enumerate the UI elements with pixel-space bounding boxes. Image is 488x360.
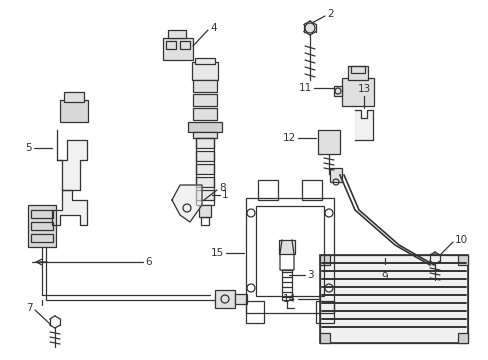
Bar xyxy=(195,58,215,64)
Text: 12: 12 xyxy=(282,133,295,143)
Bar xyxy=(192,62,218,80)
Bar xyxy=(245,301,264,323)
Bar xyxy=(457,255,467,265)
Bar xyxy=(201,217,208,225)
Circle shape xyxy=(305,23,314,33)
Bar xyxy=(279,240,294,254)
Bar xyxy=(302,180,321,200)
Bar xyxy=(193,94,217,106)
Bar xyxy=(347,66,367,80)
Bar xyxy=(215,290,235,308)
Bar xyxy=(235,294,246,304)
Bar xyxy=(333,86,341,96)
Bar xyxy=(329,168,341,182)
Bar xyxy=(196,138,214,205)
Bar xyxy=(350,66,364,73)
Bar xyxy=(319,255,467,343)
Bar xyxy=(245,198,333,313)
Bar xyxy=(457,333,467,343)
Bar xyxy=(31,222,53,230)
Polygon shape xyxy=(52,190,87,225)
Bar xyxy=(319,255,329,265)
Bar xyxy=(196,164,214,174)
Text: 10: 10 xyxy=(454,235,467,245)
Polygon shape xyxy=(354,110,372,140)
Bar xyxy=(196,177,214,187)
Text: 8: 8 xyxy=(219,183,225,193)
Bar xyxy=(193,108,217,120)
Bar xyxy=(31,210,53,218)
Text: 7: 7 xyxy=(26,303,33,313)
Bar xyxy=(427,260,441,272)
Bar xyxy=(319,333,329,343)
Text: 5: 5 xyxy=(25,143,32,153)
Text: 2: 2 xyxy=(326,9,333,19)
Bar xyxy=(319,255,467,343)
Bar xyxy=(317,130,339,154)
Bar xyxy=(60,100,88,122)
Polygon shape xyxy=(57,130,87,190)
Bar xyxy=(199,205,210,217)
Text: 14: 14 xyxy=(282,294,295,304)
Bar xyxy=(31,234,53,242)
Text: 6: 6 xyxy=(145,257,151,267)
Bar xyxy=(193,132,217,138)
Bar xyxy=(282,270,291,300)
Bar xyxy=(196,138,214,148)
Text: 13: 13 xyxy=(357,84,370,94)
Text: 4: 4 xyxy=(209,23,216,33)
Bar xyxy=(168,30,185,38)
Bar xyxy=(315,301,333,323)
Bar xyxy=(341,78,373,106)
Bar xyxy=(165,41,176,49)
Text: 3: 3 xyxy=(306,270,313,280)
Bar xyxy=(28,205,56,247)
Bar xyxy=(180,41,190,49)
Text: 11: 11 xyxy=(298,83,311,93)
Text: 15: 15 xyxy=(210,248,224,258)
Bar xyxy=(163,38,193,60)
Bar xyxy=(196,151,214,161)
Text: 1: 1 xyxy=(222,190,228,200)
Bar xyxy=(193,80,217,92)
Bar xyxy=(187,122,222,132)
Bar xyxy=(64,92,84,102)
Polygon shape xyxy=(172,185,202,222)
Bar xyxy=(196,190,214,200)
Text: 9: 9 xyxy=(381,272,387,282)
Bar xyxy=(256,206,324,296)
Bar xyxy=(258,180,278,200)
